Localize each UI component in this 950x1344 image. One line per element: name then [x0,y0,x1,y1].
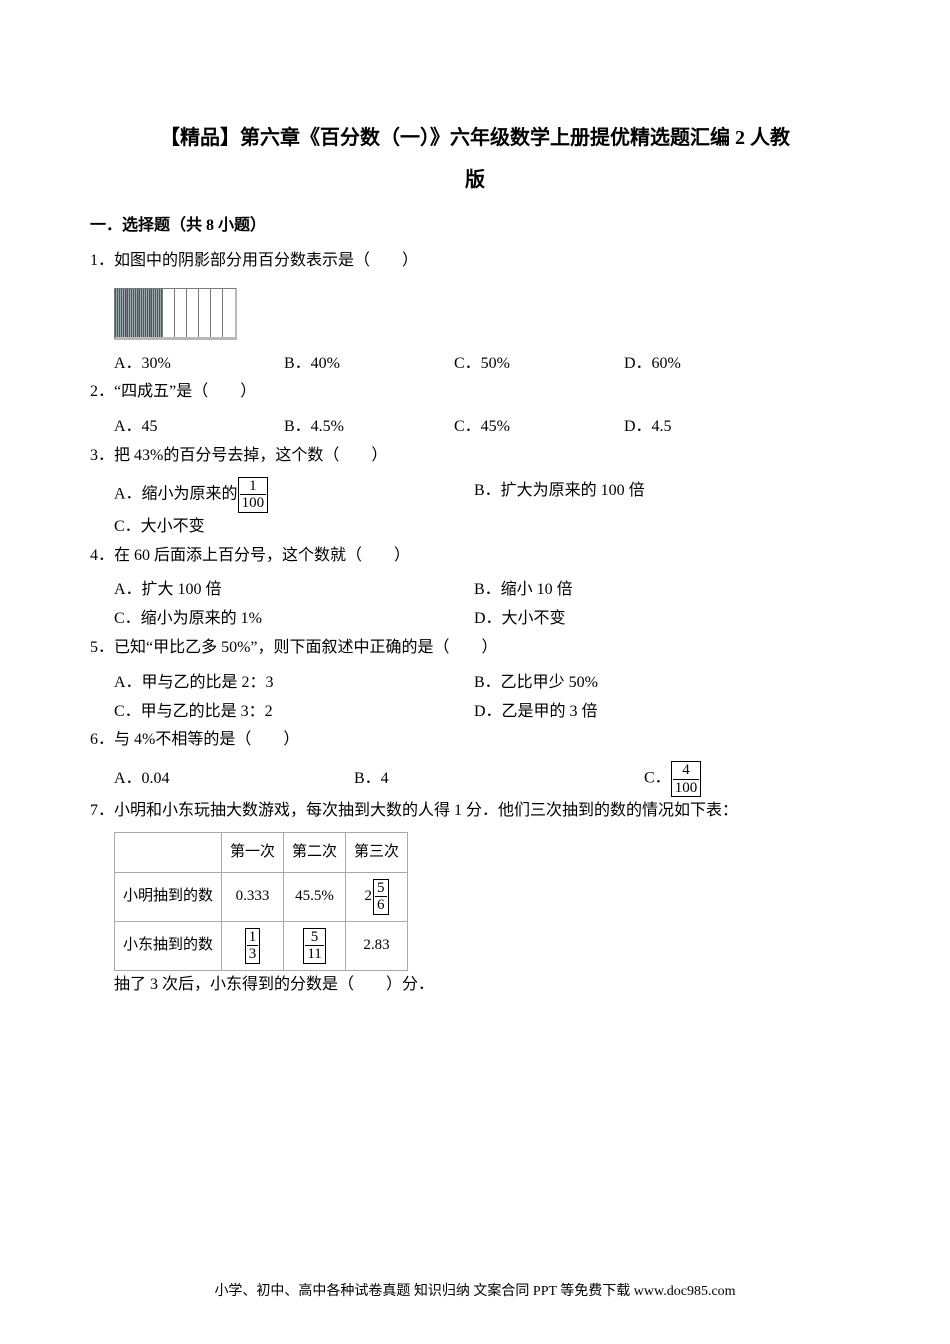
question-4: 4．在 60 后面添上百分号，这个数就（ ） [90,542,860,571]
q6-opt-a: A．0.04 [114,765,354,794]
question-6: 6．与 4%不相等的是（ ） [90,726,860,755]
q5-opt-a: A．甲与乙的比是 2：3 [114,669,474,698]
q3-a-fraction: 1100 [238,477,269,513]
q1-figure [114,288,237,340]
title-line-2: 版 [90,162,860,198]
table-head-1: 第一次 [222,832,284,872]
q1-opt-c: C．50% [454,350,624,379]
page: 【精品】第六章《百分数（一）》六年级数学上册提优精选题汇编 2 人教 版 一．选… [0,0,950,1344]
q7-table: 第一次 第二次 第三次 小明抽到的数 0.333 45.5% 2 56 小东抽到… [114,832,408,971]
q6-c-prefix: C． [644,770,671,787]
q2-options: A．45 B．4.5% C．45% D．4.5 [114,413,860,442]
q4-opt-d: D．大小不变 [474,605,834,634]
figure-cell [151,289,163,337]
q3-options-row2: C．大小不变 [114,513,860,542]
figure-cell [211,289,223,337]
figure-cell [127,289,139,337]
table-row: 第一次 第二次 第三次 [115,832,408,872]
row1-c2: 45.5% [284,872,346,921]
mixed-number: 2 56 [365,879,389,915]
fraction-den: 3 [247,946,259,963]
q2-opt-c: C．45% [454,413,624,442]
figure-cell [223,289,235,337]
fraction-den: 6 [375,897,387,914]
q5-opt-b: B．乙比甲少 50% [474,669,834,698]
fraction-den: 100 [673,780,700,797]
q6-options: A．0.04 B．4 C．4100 [114,761,860,797]
table-head-blank [115,832,222,872]
question-1: 1．如图中的阴影部分用百分数表示是（ ） [90,247,860,276]
figure-cell [187,289,199,337]
q7-tail: 抽了 3 次后，小东得到的分数是（ ）分． [114,971,860,1000]
question-2: 2．“四成五”是（ ） [90,378,860,407]
row1-c3: 2 56 [346,872,408,921]
q1-stem: 1．如图中的阴影部分用百分数表示是（ ） [90,252,418,269]
row1-label: 小明抽到的数 [115,872,222,921]
row2-label: 小东抽到的数 [115,921,222,970]
fraction-num: 4 [673,762,700,780]
row2-c1: 13 [222,921,284,970]
table-head-3: 第三次 [346,832,408,872]
q6-c-fraction: 4100 [671,761,702,797]
row2-c3: 2.83 [346,921,408,970]
figure-cell [139,289,151,337]
q1-opt-b: B．40% [284,350,454,379]
question-3: 3．把 43%的百分号去掉，这个数（ ） [90,442,860,471]
figure-cell [199,289,211,337]
row2-c1-fraction: 13 [245,928,261,964]
q4-options-row1: A．扩大 100 倍 B．缩小 10 倍 [114,576,860,605]
row1-c1: 0.333 [222,872,284,921]
q6-opt-c: C．4100 [644,761,784,797]
title-line-1: 【精品】第六章《百分数（一）》六年级数学上册提优精选题汇编 2 人教 [90,120,860,156]
q4-opt-a: A．扩大 100 倍 [114,576,474,605]
q5-opt-d: D．乙是甲的 3 倍 [474,698,834,727]
section-heading: 一．选择题（共 8 小题） [90,212,860,241]
q4-opt-c: C．缩小为原来的 1% [114,605,474,634]
q1-options: A．30% B．40% C．50% D．60% [114,350,860,379]
q2-opt-b: B．4.5% [284,413,454,442]
fraction-num: 1 [240,478,267,496]
figure-cell [115,289,127,337]
q4-opt-b: B．缩小 10 倍 [474,576,834,605]
page-footer: 小学、初中、高中各种试卷真题 知识归纳 文案合同 PPT 等免费下载 www.d… [0,1279,950,1304]
q3-options-row1: A．缩小为原来的1100 B．扩大为原来的 100 倍 [114,477,860,513]
fraction-num: 5 [305,929,323,947]
mixed-whole: 2 [365,883,373,910]
table-row: 小明抽到的数 0.333 45.5% 2 56 [115,872,408,921]
row2-c2-fraction: 511 [303,928,325,964]
q4-options-row2: C．缩小为原来的 1% D．大小不变 [114,605,860,634]
q5-options-row1: A．甲与乙的比是 2：3 B．乙比甲少 50% [114,669,860,698]
question-5: 5．已知“甲比乙多 50%”，则下面叙述中正确的是（ ） [90,634,860,663]
q2-opt-d: D．4.5 [624,413,794,442]
q1-opt-a: A．30% [114,350,284,379]
q6-opt-b: B．4 [354,765,644,794]
q2-opt-a: A．45 [114,413,284,442]
q3-a-prefix: A．缩小为原来的 [114,485,238,502]
table-head-2: 第二次 [284,832,346,872]
q5-opt-c: C．甲与乙的比是 3：2 [114,698,474,727]
fraction-num: 1 [247,929,259,947]
question-7: 7．小明和小东玩抽大数游戏，每次抽到大数的人得 1 分．他们三次抽到的数的情况如… [90,797,860,826]
row2-c2: 511 [284,921,346,970]
fraction-num: 5 [375,880,387,898]
mixed-fraction: 56 [373,879,389,915]
q5-options-row2: C．甲与乙的比是 3：2 D．乙是甲的 3 倍 [114,698,860,727]
table-row: 小东抽到的数 13 511 2.83 [115,921,408,970]
fraction-den: 100 [240,495,267,512]
q3-opt-a: A．缩小为原来的1100 [114,477,474,513]
q3-opt-c: C．大小不变 [114,513,474,542]
figure-cell [175,289,187,337]
q1-opt-d: D．60% [624,350,794,379]
figure-cell [163,289,175,337]
q3-opt-b: B．扩大为原来的 100 倍 [474,477,834,513]
fraction-den: 11 [305,946,323,963]
